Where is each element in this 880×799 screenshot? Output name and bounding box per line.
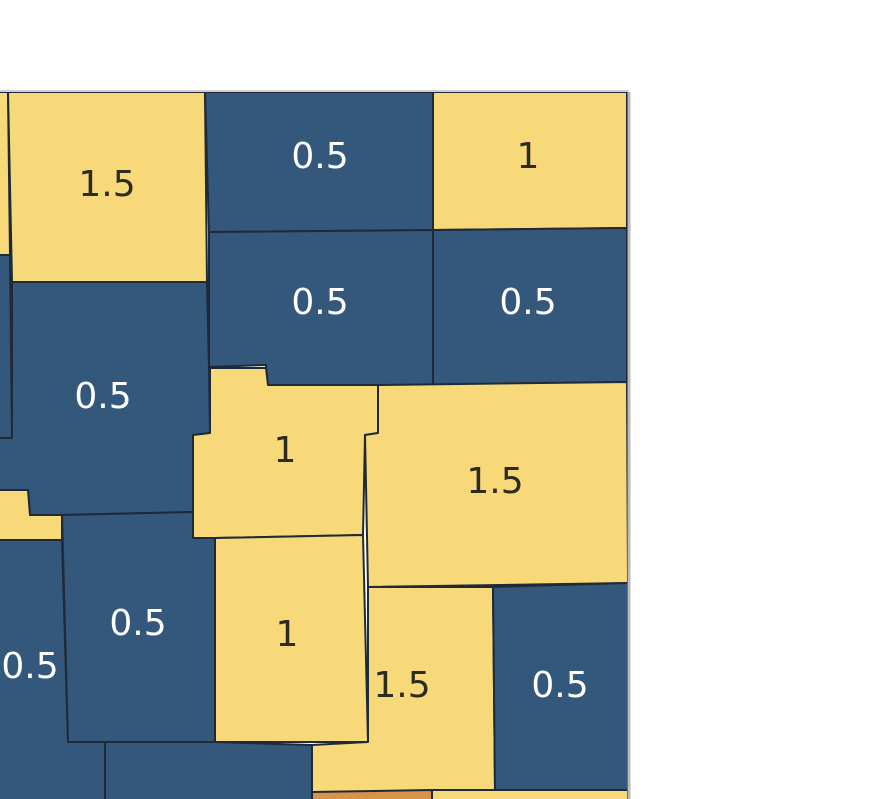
region-label: 1 [274,430,297,471]
region-label: 0.5 [291,282,348,323]
region [431,789,629,799]
region-label: 0.5 [74,376,131,417]
region-label: 1.5 [466,461,523,502]
region [192,367,379,539]
region-label: 1.5 [78,164,135,205]
region-label: 0.5 [291,136,348,177]
region [311,789,433,799]
region-label: 1 [517,136,540,177]
region-label: 0.5 [109,603,166,644]
region-label: 0.5 [1,646,58,687]
labels: 1.5 0.5 1 0.5 0.5 0.5 1 1.5 0.5 0.5 1 1.… [1,136,588,706]
region-label: 0.5 [531,665,588,706]
regions [0,90,631,799]
region [0,254,13,439]
region-label: 1.5 [373,665,430,706]
region [104,741,313,799]
region-label: 1 [276,614,299,655]
region-label: 0.5 [499,282,556,323]
